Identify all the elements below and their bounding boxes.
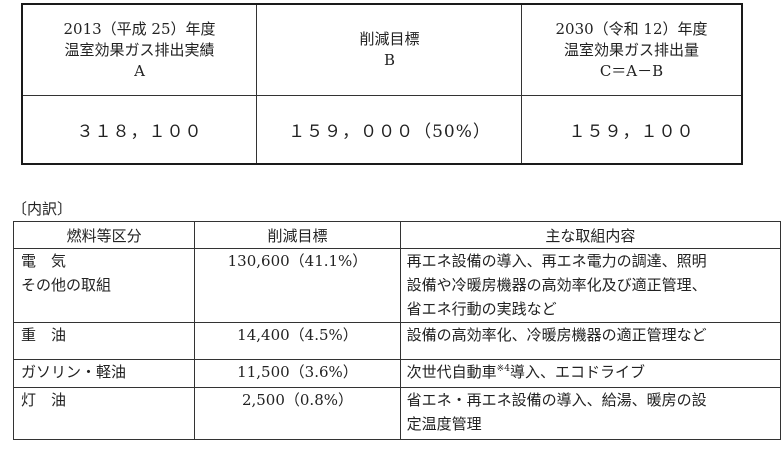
table-row: 電 気 その他の取組 130,600（41.1%） 再エネ設備の導入、再エネ電力…	[12, 248, 781, 323]
summary-column-c: 2030（令和 12）年度 温室効果ガス排出量 C＝A－B １５９，１００	[521, 5, 741, 163]
actions-line: 定温度管理	[406, 415, 482, 433]
actions-line: 設備や冷暖房機器の高効率化及び適正管理、	[406, 276, 707, 294]
summary-value-b: １５９，０００（50%）	[288, 122, 491, 142]
table-row: 重 油 14,400（4.5%） 設備の高効率化、冷暖房機器の適正管理など	[12, 322, 781, 360]
header-line: 削減目標	[359, 30, 420, 48]
category-cell: 灯 油	[12, 387, 196, 440]
summary-table: 2013（平成 25）年度 温室効果ガス排出実績 A ３１８，１００ 削減目標 …	[21, 3, 743, 165]
actions-cell: 再エネ設備の導入、再エネ電力の調達、照明 設備や冷暖房機器の高効率化及び適正管理…	[399, 248, 781, 323]
header-line: 温室効果ガス排出量	[563, 40, 699, 59]
category-cell: 重 油	[12, 322, 196, 360]
actions-cell: 省エネ・再エネ設備の導入、給湯、暖房の設 定温度管理	[399, 387, 781, 440]
actions-text: 導入、エコドライブ	[509, 363, 645, 381]
column-header-actions: 主な取組内容	[399, 221, 781, 249]
summary-value-a: ３１８，１００	[76, 122, 203, 142]
actions-line: 省エネ・再エネ設備の導入、給湯、暖房の設	[406, 391, 707, 409]
summary-value-c: １５９，１００	[568, 122, 695, 142]
table-header-row: 燃料等区分 削減目標 主な取組内容	[12, 221, 781, 249]
summary-header-a: 2013（平成 25）年度 温室効果ガス排出実績 A	[23, 5, 256, 95]
actions-text: 次世代自動車	[406, 363, 497, 381]
category-line: その他の取組	[21, 276, 112, 294]
column-header-target: 削減目標	[194, 221, 401, 249]
footnote-marker: ※4	[496, 364, 510, 374]
target-cell: 2,500（0.8%）	[194, 387, 401, 440]
header-line: C＝A－B	[599, 61, 664, 80]
actions-cell: 設備の高効率化、冷暖房機器の適正管理など	[399, 322, 781, 360]
table-row: 灯 油 2,500（0.8%） 省エネ・再エネ設備の導入、給湯、暖房の設 定温度…	[12, 387, 781, 440]
breakdown-table: 燃料等区分 削減目標 主な取組内容 電 気 その他の取組 130,600（41.…	[12, 221, 781, 440]
category-cell: 電 気 その他の取組	[12, 248, 196, 323]
target-cell: 130,600（41.1%）	[194, 248, 401, 323]
column-header-category: 燃料等区分	[12, 221, 196, 249]
target-cell: 14,400（4.5%）	[194, 322, 401, 360]
header-line: 2030（令和 12）年度	[555, 19, 708, 38]
target-cell: 11,500（3.6%）	[194, 359, 401, 388]
summary-column-a: 2013（平成 25）年度 温室効果ガス排出実績 A ３１８，１００	[23, 5, 256, 163]
summary-header-b: 削減目標 B	[257, 5, 522, 95]
header-line: 2013（平成 25）年度	[63, 19, 216, 38]
table-row: ガソリン・軽油 11,500（3.6%） 次世代自動車※4導入、エコドライブ	[12, 359, 781, 388]
actions-line: 省エネ行動の実践など	[406, 300, 557, 318]
actions-cell: 次世代自動車※4導入、エコドライブ	[399, 359, 781, 388]
category-cell: ガソリン・軽油	[12, 359, 196, 388]
header-line: 温室効果ガス排出実績	[64, 40, 215, 59]
header-line: A	[134, 61, 145, 80]
breakdown-label: 〔内訳〕	[12, 200, 73, 218]
actions-line: 再エネ設備の導入、再エネ電力の調達、照明	[406, 252, 707, 270]
summary-column-b: 削減目標 B １５９，０００（50%）	[256, 5, 522, 163]
summary-header-c: 2030（令和 12）年度 温室効果ガス排出量 C＝A－B	[522, 5, 741, 95]
header-line: B	[383, 51, 396, 69]
category-line: 電 気	[21, 252, 67, 270]
